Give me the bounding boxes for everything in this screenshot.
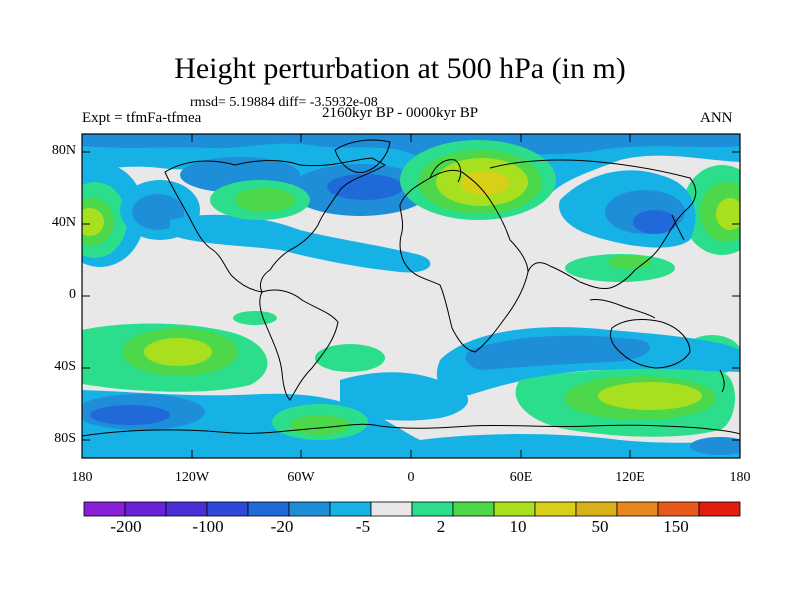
south-pacific-high xyxy=(82,323,740,392)
southern-low-band xyxy=(340,327,740,421)
north-america-coast xyxy=(164,157,386,293)
australia-coast xyxy=(609,319,691,369)
lon-label-0: 0 xyxy=(407,470,415,485)
map-panel xyxy=(81,133,741,459)
colorbar-cell xyxy=(657,501,700,517)
lon-label-120w: 120W xyxy=(174,470,210,485)
indonesia-coast xyxy=(589,299,656,319)
colorbar-label: 50 xyxy=(591,517,609,536)
lat-label-80s: 80S xyxy=(54,431,76,446)
colorbar-cell xyxy=(698,501,741,517)
far-south-belt xyxy=(82,368,740,458)
colorbar-label: 2 xyxy=(436,517,446,536)
lat-label-40s: 40S xyxy=(54,359,76,374)
colorbar-label: -200 xyxy=(110,517,142,536)
colorbar-cell xyxy=(83,501,126,517)
experiment-label: Expt = tfmFa-tfmea xyxy=(82,110,202,126)
colorbar-cell xyxy=(493,501,536,517)
colorbar-label: -5 xyxy=(355,517,371,536)
colorbar-cell xyxy=(370,501,413,517)
antarctica-coast xyxy=(82,423,740,437)
japan-coast xyxy=(671,214,685,241)
europe-africa-coast xyxy=(399,169,529,353)
colorbar-label: -20 xyxy=(270,517,294,536)
pacific-north-high xyxy=(82,163,740,267)
lat-label-80n: 80N xyxy=(51,143,76,158)
south-america-coast xyxy=(259,289,339,401)
colorbar-cell xyxy=(124,501,167,517)
lat-label-40n: 40N xyxy=(51,215,76,230)
lon-label-180e: 180 xyxy=(729,470,751,485)
colorbar-cell xyxy=(288,501,331,517)
asia-coast xyxy=(489,159,697,289)
north-blue-zone xyxy=(82,134,740,165)
colorbar-cell xyxy=(534,501,577,517)
new-zealand-coast xyxy=(719,369,725,393)
colorbar-cell xyxy=(329,501,372,517)
lon-label-60e: 60E xyxy=(509,470,533,485)
colorbar-label: -100 xyxy=(192,517,224,536)
colorbar-label: 10 xyxy=(509,517,527,536)
asia-low xyxy=(559,170,696,248)
season-label: ANN xyxy=(700,110,733,126)
lon-label-60w: 60W xyxy=(287,470,315,485)
colorbar-cell xyxy=(165,501,208,517)
figure-title: Height perturbation at 500 hPa (in m) xyxy=(174,52,626,85)
colorbar-cell xyxy=(411,501,454,517)
greenland-coast xyxy=(334,139,391,174)
lon-label-180w: 180 xyxy=(71,470,93,485)
contour-fill xyxy=(82,134,740,458)
period-label: 2160kyr BP - 0000kyr BP xyxy=(322,105,479,121)
axis-ticks xyxy=(81,134,741,458)
north-atlantic-low-core xyxy=(327,174,403,200)
eurasia-high xyxy=(400,140,556,220)
colorbar-cell xyxy=(452,501,495,517)
scandinavia-coast xyxy=(429,159,462,183)
colorbar-cell xyxy=(247,501,290,517)
lon-label-120e: 120E xyxy=(615,470,645,485)
colorbar xyxy=(83,501,741,517)
colorbar-cell xyxy=(575,501,618,517)
lat-label-eq: 0 xyxy=(69,287,76,302)
colorbar-cell xyxy=(206,501,249,517)
rmsd-diff-text: rmsd= 5.19884 diff= -3.5932e-08 xyxy=(190,95,378,110)
colorbar-label: 150 xyxy=(663,517,689,536)
coastlines xyxy=(82,139,740,437)
colorbar-cell xyxy=(616,501,659,517)
